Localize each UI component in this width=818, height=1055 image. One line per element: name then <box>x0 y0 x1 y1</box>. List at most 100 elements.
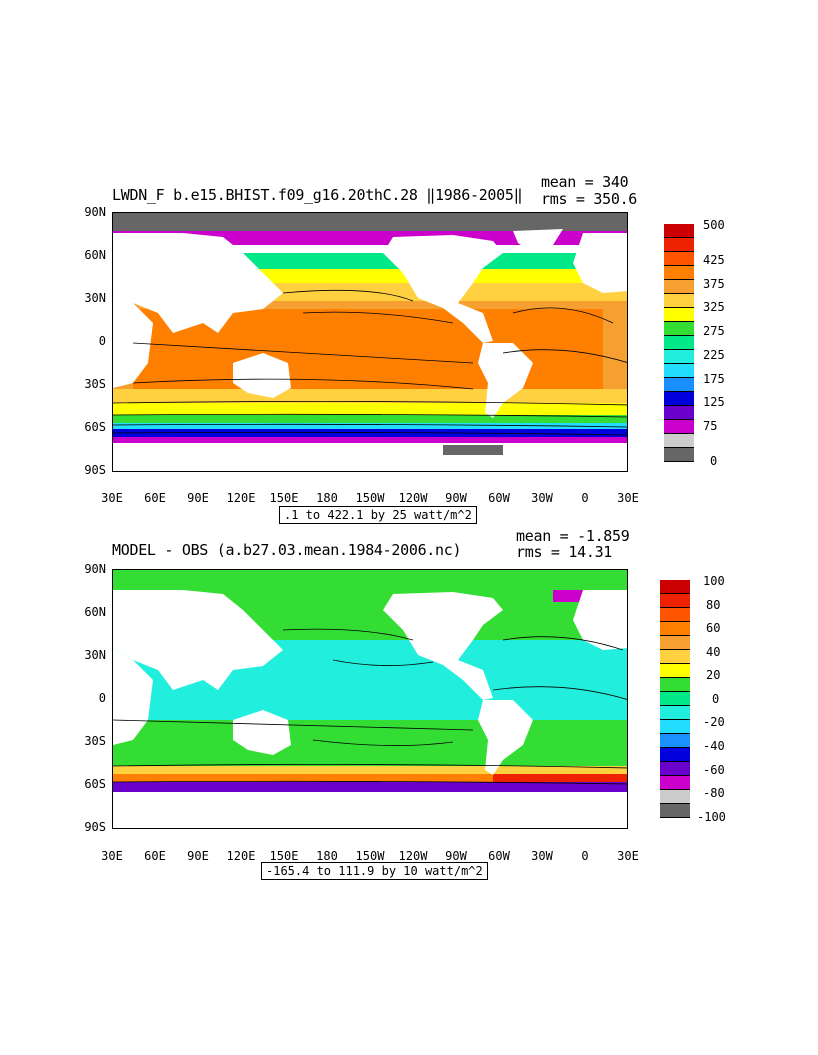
colorbar-swatch <box>664 266 694 280</box>
bottom-colorbar <box>660 580 690 818</box>
top-range-label: .1 to 422.1 by 25 watt/m^2 <box>279 506 477 524</box>
colorbar-swatch <box>664 322 694 336</box>
bottom-lon-label: 30W <box>531 849 553 863</box>
bottom-lon-label: 90E <box>187 849 209 863</box>
top-colorbar-label: 125 <box>703 395 725 409</box>
bottom-lon-label: 30E <box>101 849 123 863</box>
top-land-eurasia <box>113 233 283 333</box>
colorbar-swatch <box>660 678 690 692</box>
colorbar-swatch <box>664 434 694 448</box>
bottom-lat-label: 60S <box>84 777 106 791</box>
bottom-colorbar-label: -100 <box>697 810 726 824</box>
bottom-colorbar-label: 100 <box>703 574 725 588</box>
top-land-australia <box>233 353 291 398</box>
colorbar-swatch <box>664 224 694 238</box>
colorbar-swatch <box>660 580 690 594</box>
top-lat-label: 60S <box>84 420 106 434</box>
top-band-s55 <box>113 415 627 423</box>
bottom-lon-label: 120W <box>398 849 428 863</box>
bottom-land-europe <box>573 590 627 650</box>
bottom-lon-label: 90W <box>445 849 467 863</box>
bottom-lat-label: 90S <box>84 820 106 834</box>
bottom-land-australia <box>233 710 291 755</box>
bottom-colorbar-label: 80 <box>706 598 721 612</box>
colorbar-swatch <box>660 706 690 720</box>
colorbar-swatch <box>664 364 694 378</box>
top-arctic-rim <box>113 231 627 245</box>
bottom-lat-label: 30N <box>84 648 106 662</box>
top-lat-label: 30N <box>84 291 106 305</box>
colorbar-swatch <box>660 804 690 818</box>
colorbar-swatch <box>660 608 690 622</box>
top-colorbar-label: 75 <box>703 419 718 433</box>
top-band-s65 <box>113 437 627 443</box>
top-land-greenland <box>513 229 563 253</box>
top-lon-label: 60W <box>488 491 510 505</box>
top-antarctica <box>113 443 627 471</box>
top-map <box>112 212 628 472</box>
top-land-south-america <box>478 343 533 418</box>
top-colorbar-label: 275 <box>703 324 725 338</box>
bottom-colorbar-label: -20 <box>703 715 725 729</box>
top-colorbar-label: 225 <box>703 348 725 362</box>
bottom-colorbar-label: -80 <box>703 786 725 800</box>
bottom-lat-label: 60N <box>84 605 106 619</box>
bottom-map <box>112 569 628 829</box>
top-weddell <box>443 445 503 455</box>
top-lon-label: 90W <box>445 491 467 505</box>
top-colorbar-label: 325 <box>703 300 725 314</box>
top-land-africa <box>113 291 153 388</box>
colorbar-swatch <box>660 734 690 748</box>
colorbar-swatch <box>660 594 690 608</box>
top-band-s62 <box>113 429 627 437</box>
top-lon-label: 60E <box>144 491 166 505</box>
bottom-contours <box>113 628 627 785</box>
colorbar-swatch <box>660 748 690 762</box>
colorbar-swatch <box>664 406 694 420</box>
bottom-mean-label: mean = -1.859 <box>516 527 630 545</box>
bottom-land-south-america <box>478 700 533 775</box>
bottom-rms-label: rms = 14.31 <box>516 543 613 561</box>
top-colorbar-label: 0 <box>710 454 718 468</box>
bottom-band-s60 <box>113 774 627 782</box>
colorbar-swatch <box>664 238 694 252</box>
top-lon-label: 120W <box>398 491 428 505</box>
colorbar-swatch <box>660 692 690 706</box>
bottom-lon-label: 120E <box>226 849 256 863</box>
bottom-lon-label: 60E <box>144 849 166 863</box>
top-lon-label: 30W <box>531 491 553 505</box>
top-lon-label: 0 <box>581 491 589 505</box>
top-lon-label: 90E <box>187 491 209 505</box>
top-lon-label: 150E <box>269 491 299 505</box>
top-land-north-america <box>383 235 503 343</box>
top-lat-label: 60N <box>84 248 106 262</box>
top-mean-label: mean = 340 <box>541 173 629 191</box>
bottom-colorbar-label: 60 <box>706 621 721 635</box>
colorbar-swatch <box>664 448 694 462</box>
top-lat-label: 30S <box>84 377 106 391</box>
bottom-range-label: -165.4 to 111.9 by 10 watt/m^2 <box>261 862 488 880</box>
colorbar-swatch <box>660 664 690 678</box>
top-lon-label: 30E <box>617 491 639 505</box>
top-contours <box>113 289 627 436</box>
bottom-colorbar-label: 20 <box>706 668 721 682</box>
top-colorbar-label: 375 <box>703 277 725 291</box>
bottom-land-north-america <box>383 592 503 700</box>
bottom-lon-label: 30E <box>617 849 639 863</box>
bottom-lon-label: 150W <box>355 849 385 863</box>
colorbar-swatch <box>664 378 694 392</box>
colorbar-swatch <box>664 350 694 364</box>
bottom-lon-label: 150E <box>269 849 299 863</box>
top-land-europe <box>573 233 627 293</box>
top-lat-label: 90N <box>84 205 106 219</box>
bottom-colorbar-label: 0 <box>712 692 720 706</box>
top-lon-label: 120E <box>226 491 256 505</box>
bottom-panel-title: MODEL - OBS (a.b27.03.mean.1984-2006.nc) <box>112 541 462 559</box>
colorbar-swatch <box>660 650 690 664</box>
top-rms-label: rms = 350.6 <box>541 190 638 208</box>
colorbar-swatch <box>660 776 690 790</box>
colorbar-swatch <box>664 420 694 434</box>
top-lon-label: 180 <box>316 491 338 505</box>
colorbar-swatch <box>664 294 694 308</box>
bottom-colorbar-label: -40 <box>703 739 725 753</box>
